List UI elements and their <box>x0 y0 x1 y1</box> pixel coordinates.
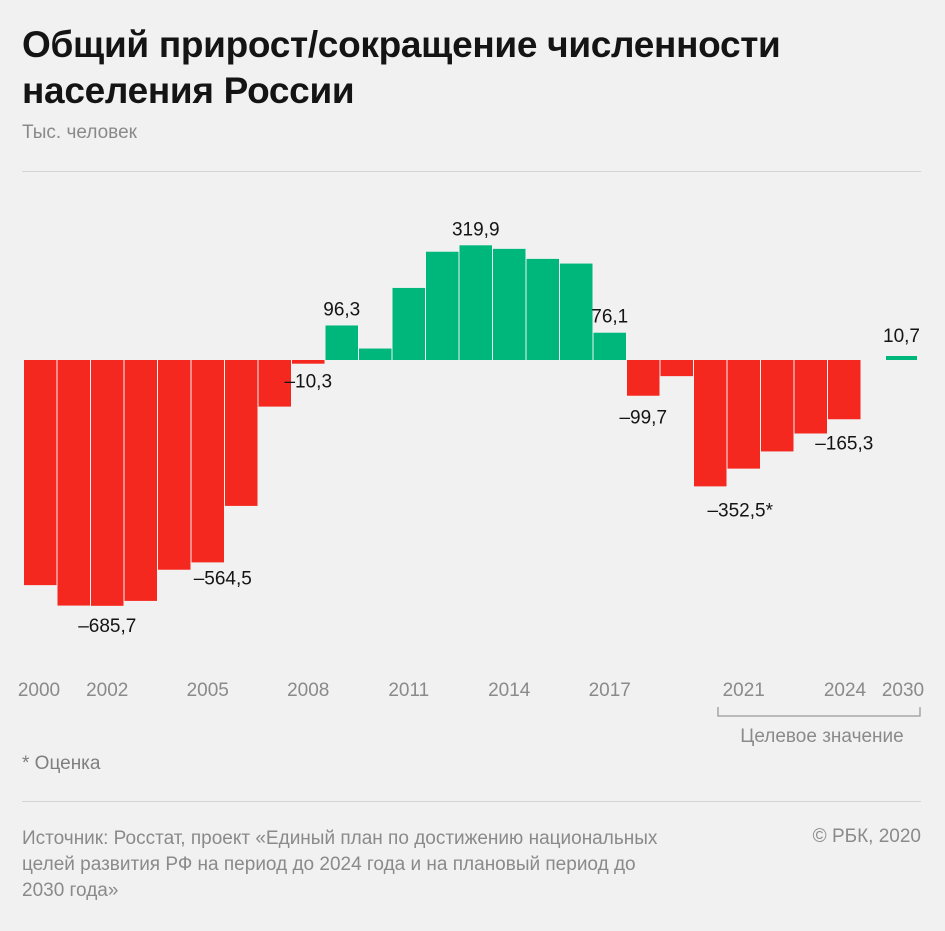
bar-2014 <box>493 248 526 360</box>
data-label-2009: 96,3 <box>323 299 360 320</box>
bar-2017 <box>593 332 626 360</box>
top-divider <box>22 171 921 172</box>
data-label-2024: –165,3 <box>815 433 873 454</box>
bar-2004 <box>158 360 191 570</box>
data-label-2030: 10,7 <box>883 326 920 347</box>
bar-2020 <box>694 360 727 487</box>
x-tick-2024: 2024 <box>824 680 867 701</box>
x-tick-2005: 2005 <box>187 680 229 701</box>
x-tick-2017: 2017 <box>589 680 631 701</box>
bar-2001 <box>57 360 90 606</box>
x-tick-2008: 2008 <box>287 680 329 701</box>
source-note: Источник: Росстат, проект «Единый план п… <box>22 828 658 901</box>
data-label-2008: –10,3 <box>284 372 332 393</box>
bar-2005 <box>191 360 224 563</box>
data-label-2018: –99,7 <box>619 408 667 429</box>
bar-2000 <box>24 360 57 586</box>
x-tick-2030: 2030 <box>882 680 924 701</box>
bar-2008 <box>292 360 325 364</box>
bar-2007 <box>258 360 291 407</box>
data-label-2013: 319,9 <box>452 219 500 240</box>
bar-2023 <box>794 360 827 434</box>
bar-2024 <box>828 360 861 420</box>
bar-2010 <box>359 348 392 360</box>
x-tick-2002: 2002 <box>86 680 128 701</box>
bar-2011 <box>392 287 425 360</box>
bar-2018 <box>627 360 660 396</box>
target-bracket <box>717 707 921 717</box>
x-tick-2011: 2011 <box>388 680 429 701</box>
bar-2012 <box>426 251 459 360</box>
estimate-footnote: * Оценка <box>22 753 101 774</box>
bar-2022 <box>761 360 794 452</box>
data-label-2005: –564,5 <box>194 568 252 589</box>
bar-2021 <box>727 360 760 469</box>
data-label-2020: –352,5* <box>707 500 773 521</box>
chart-units: Тыс. человек <box>22 122 137 143</box>
x-tick-2014: 2014 <box>488 680 531 701</box>
target-bracket-label: Целевое значение <box>740 726 903 747</box>
chart-title: Общий прирост/сокращение численности нас… <box>22 24 781 111</box>
bar-2009 <box>325 325 358 360</box>
data-label-2002: –685,7 <box>78 616 136 637</box>
bar-2030 <box>886 356 917 360</box>
bar-2016 <box>560 263 593 360</box>
bar-2019 <box>660 360 693 377</box>
bottom-divider <box>22 801 921 802</box>
bar-2015 <box>526 258 559 360</box>
copyright: © РБК, 2020 <box>812 826 921 847</box>
bar-2013 <box>459 245 492 360</box>
bar-chart: –685,7 –564,5 –10,3 96,3 319,9 76,1 –99,7 –352,… <box>18 219 924 747</box>
x-tick-2000: 2000 <box>18 680 60 701</box>
x-tick-2021: 2021 <box>723 680 765 701</box>
bar-2003 <box>124 360 157 601</box>
bar-2002 <box>91 360 124 606</box>
bar-2006 <box>225 360 258 506</box>
data-label-2017: 76,1 <box>591 307 628 328</box>
